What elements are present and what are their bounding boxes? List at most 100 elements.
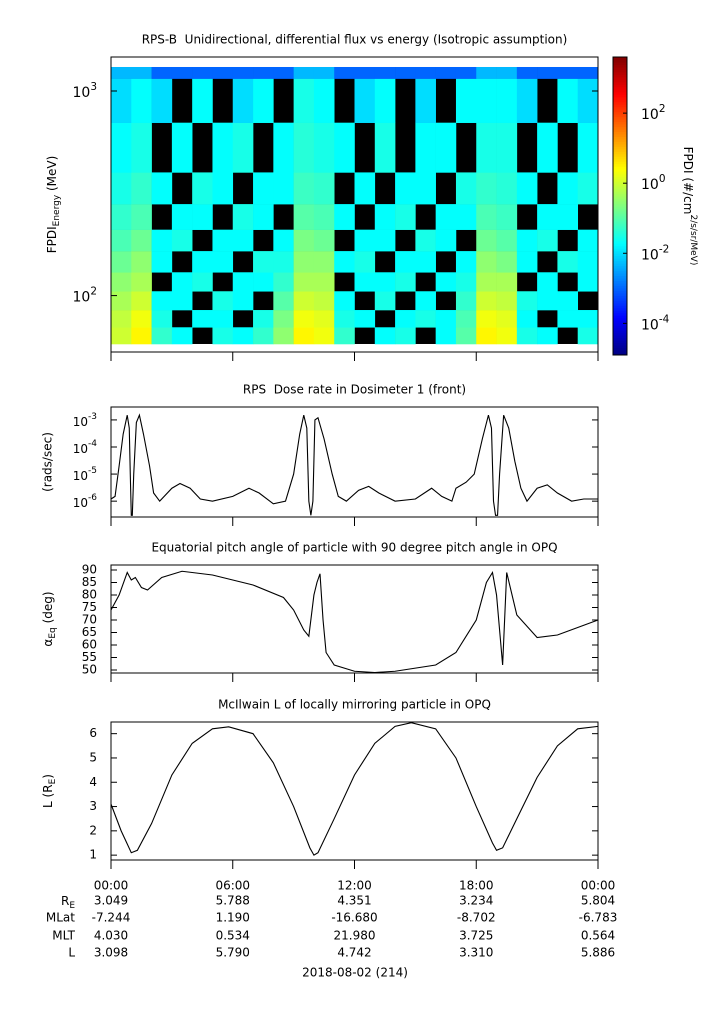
heatmap-cell	[232, 78, 254, 123]
row-value: -8.702	[457, 911, 496, 925]
colorbar-swatch	[613, 148, 627, 152]
colorbar-swatch	[613, 66, 627, 70]
y-tick-label: 5	[89, 750, 97, 764]
heatmap-cell	[374, 327, 396, 345]
heatmap-cell	[273, 251, 294, 273]
heatmap-cell	[131, 172, 152, 205]
heatmap-cell	[395, 327, 416, 345]
heatmap-cell	[476, 251, 497, 273]
heatmap-cell	[435, 327, 457, 345]
colorbar-swatch	[613, 106, 627, 110]
colorbar-swatch	[613, 166, 627, 170]
colorbar-swatch	[613, 297, 627, 301]
heatmap-cell	[232, 272, 254, 292]
heatmap-cell	[577, 78, 599, 123]
row-label: RE	[61, 894, 75, 911]
colorbar-swatch	[613, 282, 627, 286]
heatmap-cell	[171, 327, 193, 345]
colorbar-swatch	[613, 178, 627, 182]
heatmap-cell	[415, 66, 436, 79]
y-tick-label: 80	[82, 588, 97, 602]
heatmap-cell	[151, 78, 173, 123]
colorbar-swatch	[613, 193, 627, 197]
heatmap-cell	[557, 251, 579, 273]
colorbar-swatch	[613, 131, 627, 135]
heatmap-cell	[374, 229, 396, 252]
heatmap-cell	[273, 327, 294, 345]
colorbar-swatch	[613, 352, 627, 356]
colorbar-swatch	[613, 263, 627, 267]
colorbar-swatch	[613, 300, 627, 304]
colorbar-swatch	[613, 208, 627, 212]
heatmap-cell	[253, 272, 274, 292]
heatmap-cell	[111, 272, 132, 292]
y-tick-label: 85	[82, 575, 97, 589]
colorbar-tick-label: 100	[641, 173, 666, 193]
colorbar-swatch	[613, 89, 627, 93]
label-part: FPDI	[45, 226, 59, 253]
heatmap-cell	[232, 229, 254, 252]
heatmap-cell	[455, 272, 477, 292]
heatmap-cell	[577, 172, 599, 205]
colorbar-swatch	[613, 79, 627, 83]
heatmap-cell	[334, 204, 355, 230]
row-value: -6.783	[579, 911, 618, 925]
heatmap-cell	[212, 122, 234, 173]
colorbar-swatch	[613, 273, 627, 277]
colorbar-swatch	[613, 280, 627, 284]
colorbar-swatch	[613, 347, 627, 351]
label-part: E	[48, 778, 58, 784]
colorbar-swatch	[613, 210, 627, 214]
heatmap-cell	[313, 78, 335, 123]
y-tick-label: 50	[82, 663, 97, 677]
colorbar-swatch	[613, 101, 627, 105]
colorbar-swatch	[613, 260, 627, 264]
heatmap-cell	[496, 327, 518, 345]
heatmap-cell	[171, 204, 193, 230]
y-tick-label: 4	[89, 775, 97, 789]
chart-title: McIlwain L of locally mirroring particle…	[218, 698, 491, 712]
colorbar-swatch	[613, 213, 627, 217]
heatmap-cell	[395, 310, 416, 328]
heatmap-cell	[313, 272, 335, 292]
heatmap-cell	[537, 291, 558, 311]
colorbar-swatch	[613, 285, 627, 289]
row-value: 5.788	[216, 894, 250, 908]
heatmap-cell	[111, 122, 132, 173]
heatmap-cell	[313, 251, 335, 273]
heatmap-cell	[415, 229, 436, 252]
y-tick-label: 6	[89, 726, 97, 740]
plot-frame	[110, 406, 599, 518]
heatmap-cell	[496, 172, 518, 205]
heatmap-cell	[293, 122, 315, 173]
heatmap-cell	[577, 122, 599, 173]
heatmap-cell	[334, 327, 355, 345]
colorbar-swatch	[613, 325, 627, 329]
heatmap-cell	[192, 251, 213, 273]
heatmap-cell	[273, 66, 294, 79]
colorbar-swatch	[613, 235, 627, 239]
heatmap-cell	[516, 327, 538, 345]
colorbar-swatch	[613, 345, 627, 349]
heatmap-cell	[212, 172, 234, 205]
heatmap-cell	[577, 251, 599, 273]
y-tick-label: 90	[82, 563, 97, 577]
heatmap-cell	[516, 251, 538, 273]
colorbar-swatch	[613, 220, 627, 224]
heatmap-cell	[151, 251, 173, 273]
colorbar-swatch	[613, 225, 627, 229]
colorbar-swatch	[613, 71, 627, 75]
heatmap-cell	[111, 204, 132, 230]
y-tick-label: 55	[82, 650, 97, 664]
label-part: (deg)	[41, 591, 55, 627]
x-tick-label: 18:00	[459, 879, 494, 893]
heatmap-cell	[131, 78, 152, 123]
date-label: 2018-08-02 (214)	[302, 966, 408, 980]
heatmap-cell	[455, 327, 477, 345]
data-line	[110, 570, 599, 674]
colorbar-swatch	[613, 173, 627, 177]
heatmap-cell	[374, 122, 396, 173]
colorbar-swatch	[613, 141, 627, 145]
heatmap-cell	[516, 229, 538, 252]
colorbar-swatch	[613, 94, 627, 98]
